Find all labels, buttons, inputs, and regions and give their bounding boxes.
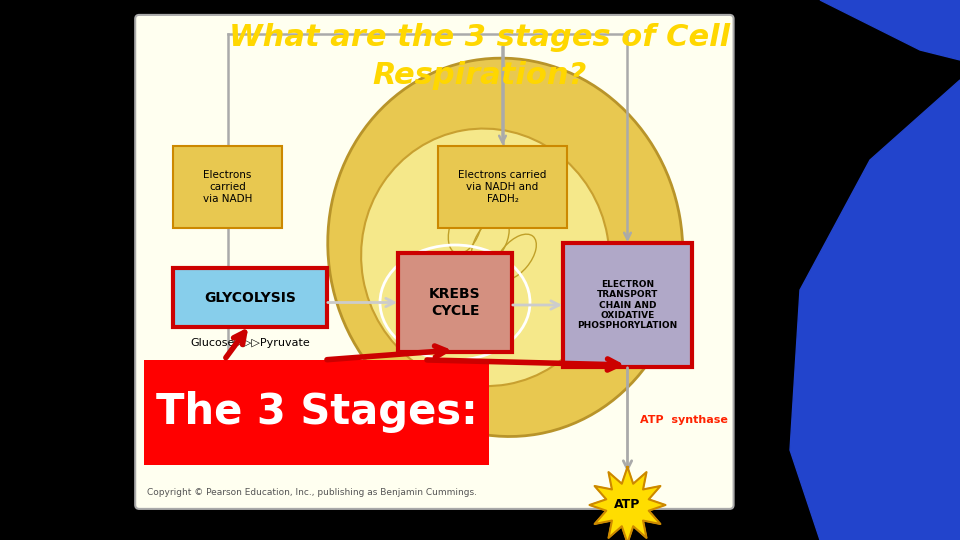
Polygon shape xyxy=(589,467,665,540)
Text: Electrons
carried
via NADH: Electrons carried via NADH xyxy=(203,171,252,204)
Text: ELECTRON
TRANSPORT
CHAIN AND
OXIDATIVE
PHOSPHORYLATION: ELECTRON TRANSPORT CHAIN AND OXIDATIVE P… xyxy=(577,280,678,330)
Text: Cytosol: Cytosol xyxy=(171,435,217,448)
FancyBboxPatch shape xyxy=(144,360,490,465)
Text: GLYCOLYSIS: GLYCOLYSIS xyxy=(204,291,296,305)
FancyBboxPatch shape xyxy=(398,253,512,352)
FancyBboxPatch shape xyxy=(173,146,282,228)
Polygon shape xyxy=(790,80,960,540)
Ellipse shape xyxy=(361,129,610,386)
Text: ATP  synthase: ATP synthase xyxy=(639,415,728,425)
Text: KREBS
CYCLE: KREBS CYCLE xyxy=(429,287,481,318)
Text: Glucose▷▷▷Pyruvate: Glucose▷▷▷Pyruvate xyxy=(190,338,310,348)
Text: Copyright © Pearson Education, Inc., publishing as Benjamin Cummings.: Copyright © Pearson Education, Inc., pub… xyxy=(147,488,477,497)
Text: Mitochondrion: Mitochondrion xyxy=(343,435,432,448)
Text: The 3 Stages:: The 3 Stages: xyxy=(156,392,477,434)
Text: Respiration?: Respiration? xyxy=(372,60,588,90)
Text: What are the 3 stages of Cell: What are the 3 stages of Cell xyxy=(229,24,731,52)
FancyBboxPatch shape xyxy=(438,146,567,228)
Text: Electrons carried
via NADH and
FADH₂: Electrons carried via NADH and FADH₂ xyxy=(458,171,546,204)
Polygon shape xyxy=(820,0,960,60)
FancyBboxPatch shape xyxy=(173,268,327,327)
FancyBboxPatch shape xyxy=(135,15,733,509)
Ellipse shape xyxy=(327,58,683,436)
Text: ATP: ATP xyxy=(614,498,640,511)
FancyBboxPatch shape xyxy=(563,243,692,367)
